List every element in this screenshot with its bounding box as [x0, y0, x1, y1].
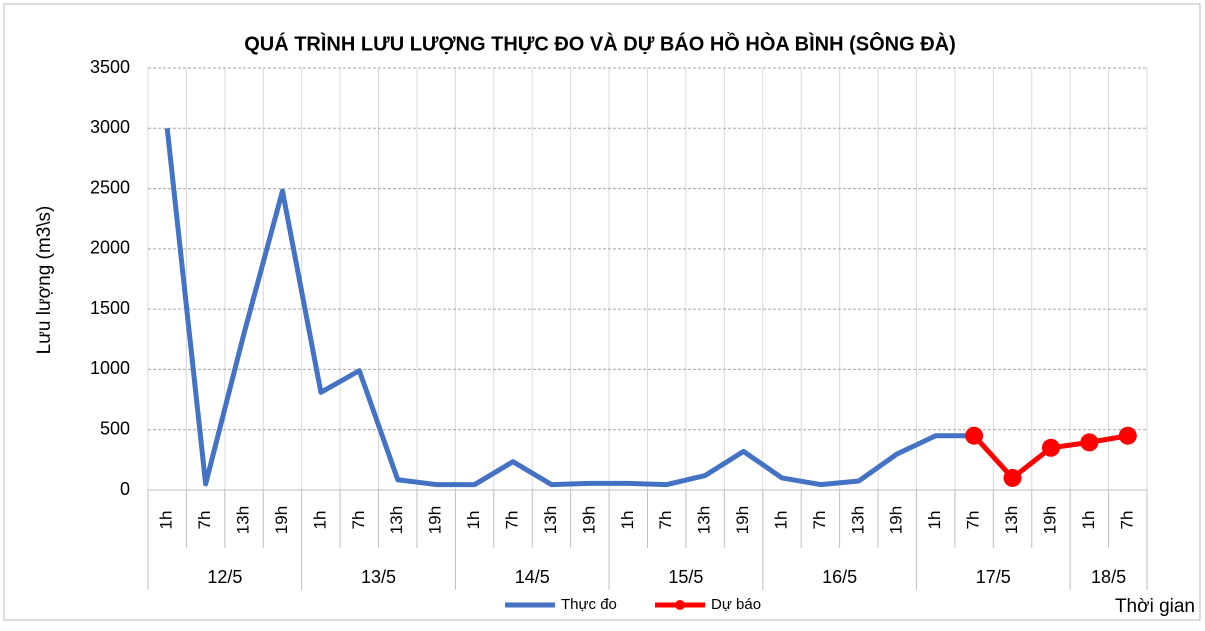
x-tick-label: 19h: [272, 506, 291, 534]
legend-marker: [675, 600, 685, 610]
x-group-label: 16/5: [822, 567, 857, 587]
legend-label: Thực đo: [561, 596, 617, 613]
x-tick-label: 1h: [925, 511, 944, 530]
x-tick-label: 1h: [464, 511, 483, 530]
y-tick-label: 3000: [90, 117, 130, 137]
x-tick-label: 7h: [349, 511, 368, 530]
y-tick-label: 0: [120, 479, 130, 499]
y-tick-label: 500: [100, 418, 130, 438]
x-tick-label: 7h: [503, 511, 522, 530]
x-group-label: 12/5: [207, 567, 242, 587]
x-tick-label: 7h: [656, 511, 675, 530]
x-tick-label: 7h: [964, 511, 983, 530]
point: [1041, 438, 1060, 457]
x-tick-label: 13h: [234, 506, 253, 534]
x-tick-label: 7h: [1117, 511, 1136, 530]
chart-title: QUÁ TRÌNH LƯU LƯỢNG THỰC ĐO VÀ DỰ BÁO HỒ…: [244, 31, 956, 55]
point: [1003, 468, 1022, 487]
x-group-label: 17/5: [976, 567, 1011, 587]
x-tick-label: 13h: [695, 506, 714, 534]
y-axis-label: Lưu lượng (m3\s): [34, 206, 55, 355]
y-tick-label: 2500: [90, 177, 130, 197]
point: [965, 426, 984, 445]
point: [1118, 426, 1137, 445]
x-tick-label: 1h: [310, 511, 329, 530]
legend-label: Dự báo: [711, 596, 761, 613]
x-tick-label: 13h: [1002, 506, 1021, 534]
series-line: [164, 128, 975, 488]
point: [1080, 433, 1099, 452]
x-axis-label: Thời gian: [1115, 596, 1195, 617]
x-tick-label: 19h: [579, 506, 598, 534]
x-tick-label: 13h: [387, 506, 406, 534]
y-tick-label: 3500: [90, 57, 130, 77]
x-tick-label: 19h: [1040, 506, 1059, 534]
y-tick-label: 1000: [90, 358, 130, 378]
x-tick-label: 1h: [157, 511, 176, 530]
x-tick-label: 7h: [195, 511, 214, 530]
x-group-label: 14/5: [515, 567, 550, 587]
x-tick-label: 13h: [541, 506, 560, 534]
x-tick-label: 1h: [1079, 511, 1098, 530]
x-tick-label: 13h: [848, 506, 867, 534]
x-tick-label: 19h: [887, 506, 906, 534]
x-tick-label: 1h: [771, 511, 790, 530]
x-tick-label: 19h: [733, 506, 752, 534]
y-tick-label: 2000: [90, 238, 130, 258]
x-tick-label: 1h: [618, 511, 637, 530]
x-tick-label: 7h: [810, 511, 829, 530]
chart-border: [3, 3, 1201, 621]
x-group-label: 15/5: [668, 567, 703, 587]
x-group-label: 13/5: [361, 567, 396, 587]
x-group-label: 18/5: [1091, 567, 1126, 587]
x-tick-label: 19h: [426, 506, 445, 534]
y-tick-label: 1500: [90, 298, 130, 318]
